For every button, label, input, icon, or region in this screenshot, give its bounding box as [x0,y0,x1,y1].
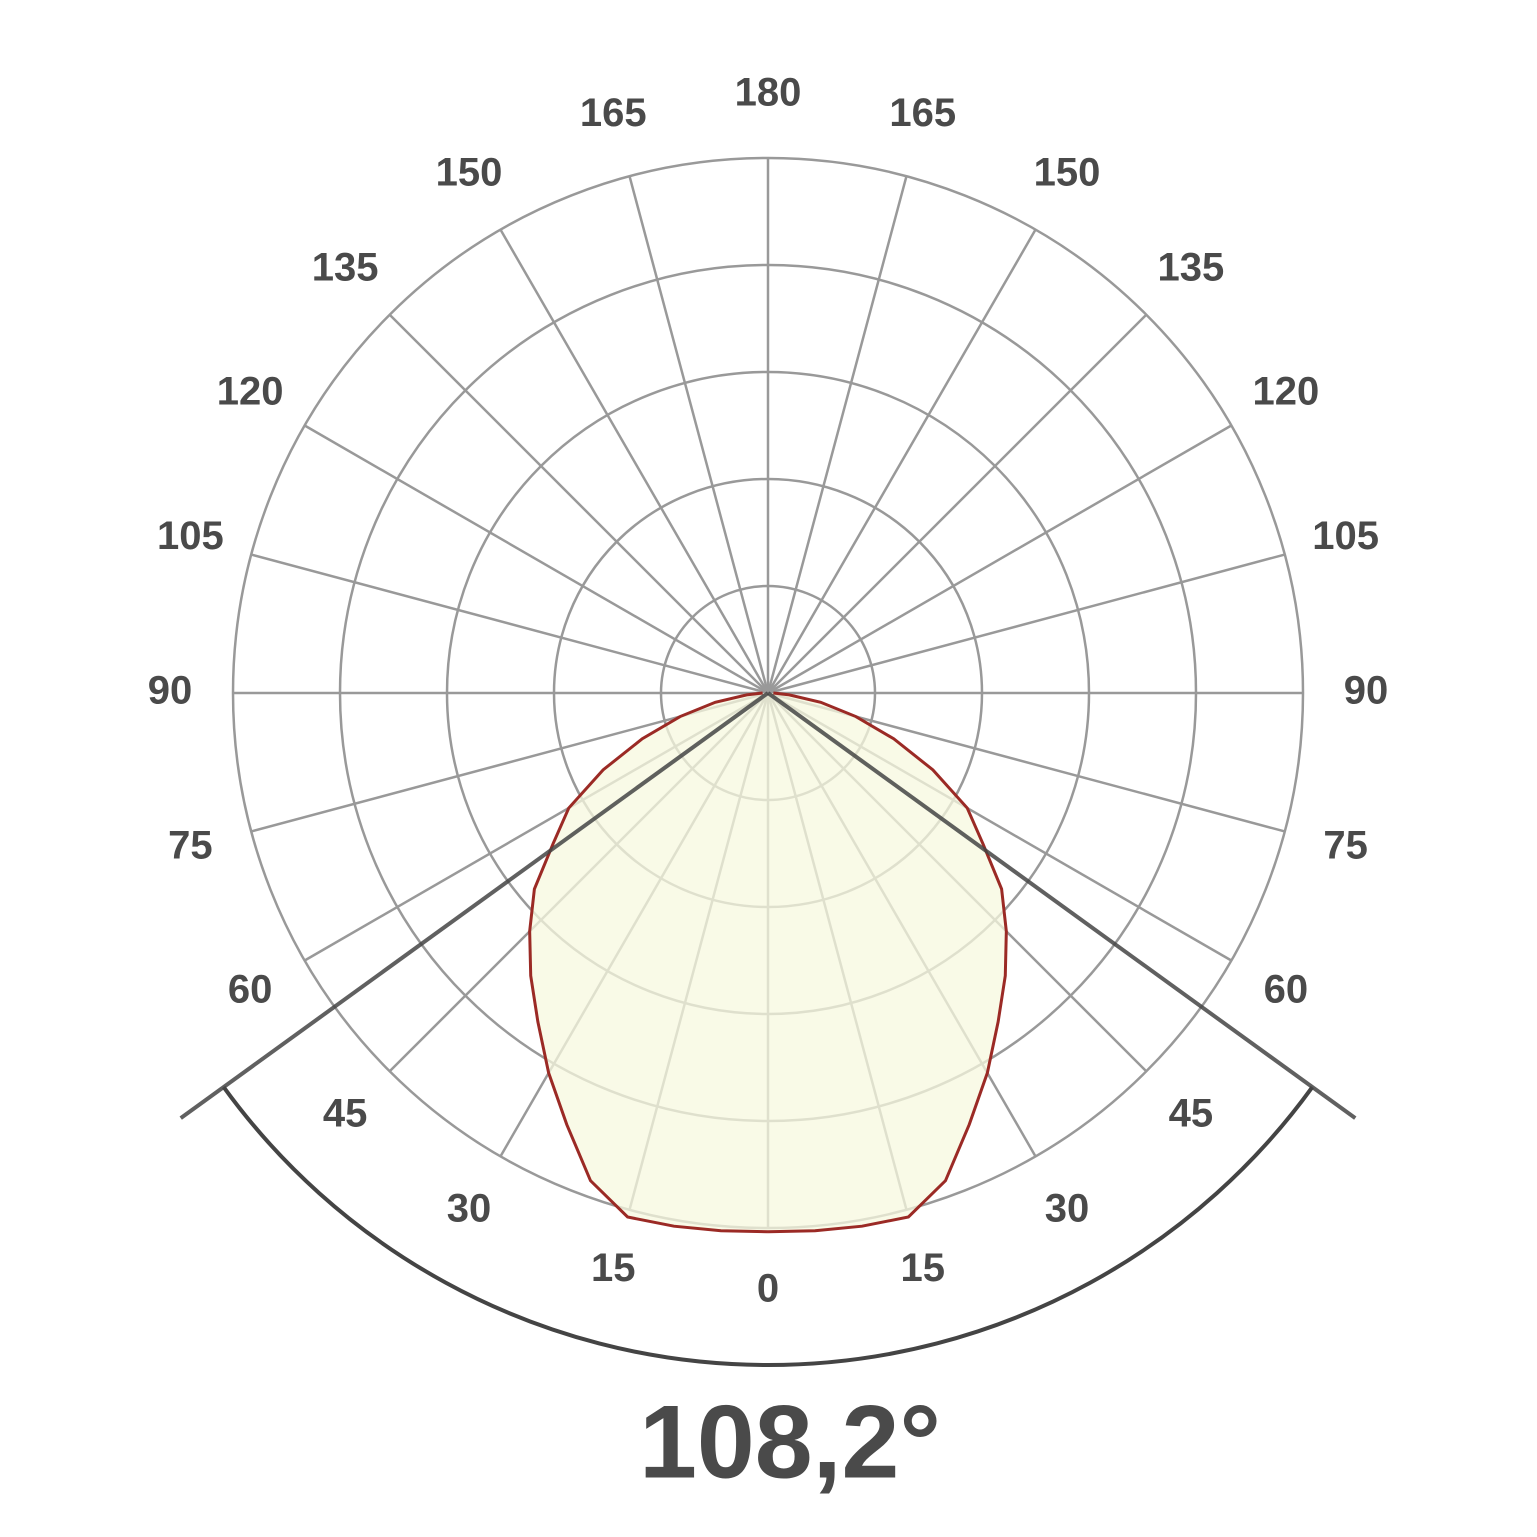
angle-label: 60 [228,968,273,1012]
angle-label: 165 [889,91,956,135]
spoke [767,553,1286,695]
angle-label: 135 [1157,246,1224,290]
spoke [766,175,908,694]
angle-label: 45 [323,1091,368,1135]
angle-label: 105 [1312,514,1379,558]
spoke [766,229,1037,694]
intensity-curve [767,691,1008,1234]
angle-label: 150 [436,151,503,195]
angle-label: 150 [1034,151,1101,195]
angle-label: 30 [447,1186,492,1230]
angle-label: 180 [735,71,802,115]
marks [179,691,1357,1367]
spoke [388,313,769,694]
angle-label: 90 [148,669,193,713]
spoke [250,553,769,695]
angle-label: 15 [591,1246,636,1290]
angle-label: 75 [168,823,213,867]
angle-label: 165 [580,91,647,135]
beam-arc [222,1085,1314,1367]
intensity-curve [528,691,769,1234]
angle-label: 120 [217,370,284,414]
angle-label: 15 [901,1246,946,1290]
spoke [628,175,770,694]
spoke [304,424,769,695]
spoke [499,229,770,694]
beam-line [766,691,1357,1120]
spoke [767,313,1148,694]
beam-angle-label: 108,2° [639,1384,941,1500]
angle-label: 30 [1045,1186,1090,1230]
angle-label: 45 [1169,1091,1214,1135]
spoke [767,424,1232,695]
curve-fill [529,693,1007,1232]
angle-label: 60 [1264,968,1309,1012]
angle-label: 75 [1323,823,1368,867]
angle-label: 135 [312,246,379,290]
beam-line [179,691,770,1120]
angle-label: 90 [1344,669,1389,713]
angle-label: 0 [757,1267,779,1311]
angle-label: 120 [1253,370,1320,414]
angle-label: 105 [157,514,224,558]
